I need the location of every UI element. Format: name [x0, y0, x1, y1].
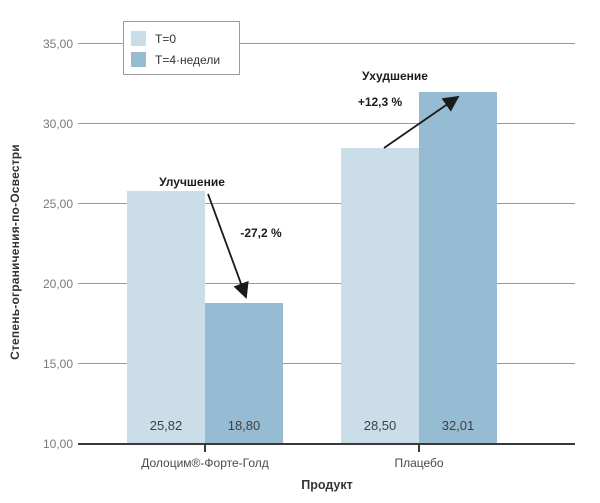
- y-axis-title: Степень-ограничения-по-Освестри: [8, 144, 22, 360]
- y-tick-label: 35,00: [42, 37, 73, 51]
- y-tick-label: 20,00: [42, 277, 73, 291]
- bar-value-label: 28,50: [363, 418, 397, 433]
- legend-swatch: [131, 52, 146, 67]
- y-tick-label: 25,00: [42, 197, 73, 211]
- y-tick-label: 30,00: [42, 117, 73, 131]
- annotation-worsening-label: Ухудшение: [362, 69, 428, 83]
- x-axis-tick: [418, 445, 420, 452]
- improvement-arrow: [207, 193, 249, 299]
- gridline: [78, 43, 575, 44]
- bar-value-label: 18,80: [227, 418, 261, 433]
- bar-t4-1: [419, 91, 497, 444]
- category-label: Долоцим®-Форте-Голд: [141, 456, 269, 470]
- y-tick-label: 10,00: [42, 437, 73, 451]
- legend: Т=0 Т=4·недели: [123, 21, 240, 75]
- category-label: Плацебо: [394, 456, 444, 470]
- legend-item-t4: Т=4·недели: [131, 49, 239, 70]
- legend-label-t4: Т=4·недели: [155, 52, 221, 67]
- bar-t0-1: [341, 148, 419, 444]
- gridline: [78, 363, 575, 364]
- bar-t4-0: [205, 303, 283, 444]
- gridline: [78, 123, 575, 124]
- legend-swatch: [131, 31, 146, 46]
- bar-value-label: 25,82: [149, 418, 183, 433]
- bar-value-label: 32,01: [441, 418, 475, 433]
- gridline: [78, 203, 575, 204]
- annotation-improvement-label: Улучшение: [159, 175, 225, 189]
- legend-label-t0: Т=0: [155, 31, 177, 46]
- x-axis-title: Продукт: [301, 478, 353, 492]
- x-axis-line: [78, 443, 575, 445]
- bar-t0-0: [127, 190, 205, 444]
- legend-item-t0: Т=0: [131, 28, 239, 49]
- annotation-improvement-delta: -27,2 %: [240, 226, 282, 240]
- gridline: [78, 283, 575, 284]
- y-tick-label: 15,00: [42, 357, 73, 371]
- annotation-worsening-delta: +12,3 %: [357, 95, 403, 109]
- x-axis-tick: [204, 445, 206, 452]
